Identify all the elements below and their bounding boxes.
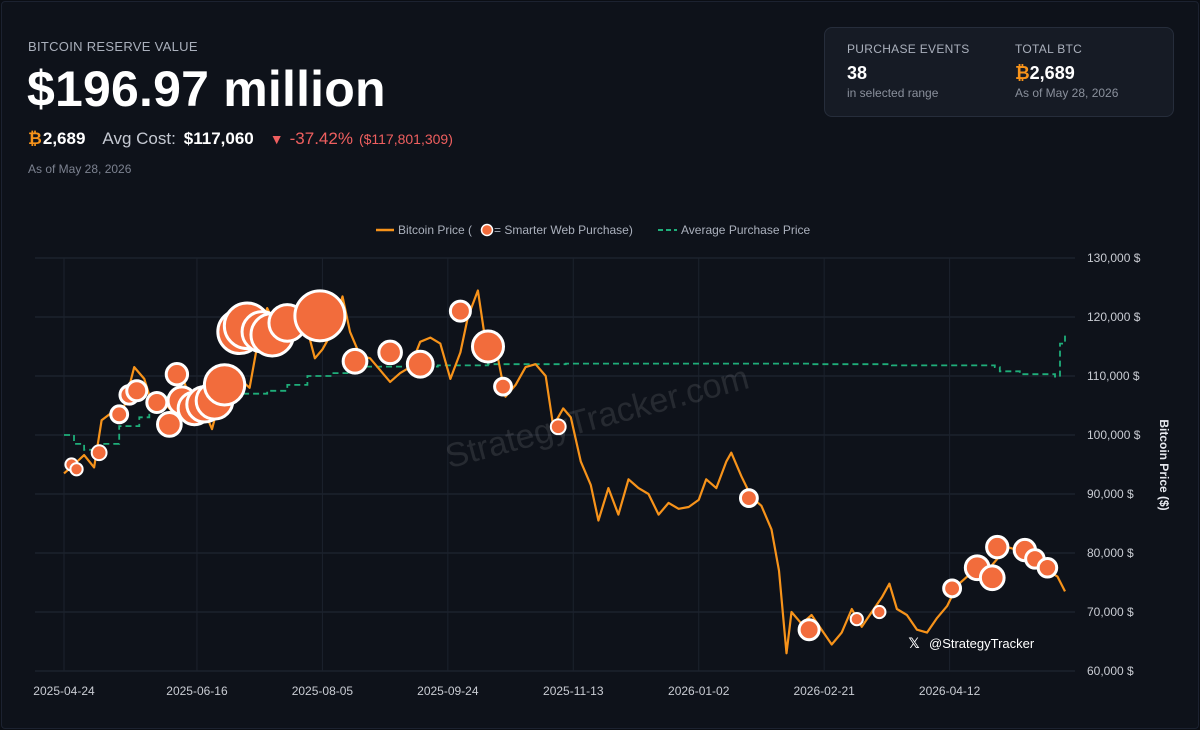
purchase-marker[interactable] — [493, 376, 513, 397]
summary-card: PURCHASE EVENTS 38 in selected range TOT… — [824, 27, 1174, 117]
purchase-events-label: PURCHASE EVENTS — [847, 42, 970, 56]
y-tick-label: 100,000 $ — [1087, 428, 1141, 442]
purchase-marker[interactable] — [156, 411, 183, 438]
x-tick-label: 2026-02-21 — [793, 684, 855, 698]
legend-price-label: Bitcoin Price ( — [398, 223, 472, 237]
x-logo-icon: 𝕏 — [908, 636, 919, 652]
y-tick-label: 80,000 $ — [1087, 546, 1134, 560]
total-btc-value: ₿2,689 — [1015, 63, 1118, 84]
purchase-marker[interactable] — [145, 391, 169, 415]
purchase-marker[interactable] — [90, 444, 108, 462]
purchase-marker[interactable] — [797, 618, 821, 642]
y-tick-label: 70,000 $ — [1087, 605, 1134, 619]
purchase-marker[interactable] — [849, 611, 864, 627]
avg-price-line — [64, 333, 1066, 451]
as-of-date: As of May 28, 2026 — [28, 162, 132, 176]
total-btc-sub: As of May 28, 2026 — [1015, 86, 1119, 100]
btc-price-series — [63, 289, 1066, 655]
purchase-marker[interactable] — [1036, 556, 1059, 579]
handle-badge: 𝕏 @StrategyTracker — [908, 636, 1034, 652]
x-tick-label: 2025-11-13 — [543, 684, 604, 698]
x-tick-label: 2025-08-05 — [292, 684, 354, 698]
purchase-events-stat: PURCHASE EVENTS 38 in selected range — [847, 42, 970, 100]
reserve-value: $196.97 million — [27, 61, 386, 117]
purchase-marker[interactable] — [377, 339, 403, 366]
x-tick-label: 2025-06-16 — [166, 684, 228, 698]
bitcoin-icon: ₿ — [28, 129, 42, 148]
purchase-marker[interactable] — [738, 488, 759, 509]
total-btc-stat: TOTAL BTC ₿2,689 As of May 28, 2026 — [1015, 42, 1118, 100]
avg-cost-value: $117,060 — [183, 129, 254, 148]
purchase-marker[interactable] — [293, 289, 347, 343]
purchase-marker[interactable] — [448, 299, 472, 323]
x-tick-label: 2025-09-24 — [417, 684, 479, 698]
handle-text: @StrategyTracker — [929, 636, 1035, 651]
legend-avg-label: Average Purchase Price — [681, 223, 811, 237]
down-arrow-icon: ▼ — [269, 131, 284, 147]
bitcoin-icon: ₿ — [1015, 63, 1030, 83]
y-tick-label: 60,000 $ — [1087, 664, 1134, 678]
purchase-events-value: 38 — [847, 63, 868, 83]
purchase-marker[interactable] — [341, 347, 369, 375]
x-tick-label: 2026-01-02 — [668, 684, 730, 698]
purchase-marker[interactable] — [549, 418, 567, 436]
purchase-marker[interactable] — [69, 462, 84, 477]
btc-price-line — [63, 289, 1066, 655]
purchase-marker[interactable] — [405, 349, 435, 379]
purchase-marker[interactable] — [125, 379, 149, 403]
y-tick-label: 110,000 $ — [1087, 369, 1140, 383]
purchase-marker[interactable] — [872, 604, 887, 620]
stats-row: ₿ 2,689 Avg Cost: $117,060 ▼ -37.42% ($1… — [28, 129, 453, 149]
btc-holdings: 2,689 — [42, 129, 86, 148]
change-percent: -37.42% — [289, 129, 353, 148]
y-axis-title: Bitcoin Price ($) — [1157, 419, 1171, 510]
purchase-marker[interactable] — [942, 578, 963, 599]
purchase-events-sub: in selected range — [847, 86, 939, 100]
chart-legend: Bitcoin Price ( = Smarter Web Purchase) A… — [376, 223, 811, 237]
avg-price-series — [64, 333, 1066, 451]
legend-marker-swatch — [480, 223, 494, 237]
total-btc-amount: 2,689 — [1029, 63, 1075, 83]
y-tick-label: 120,000 $ — [1087, 310, 1141, 324]
purchase-markers — [64, 289, 1059, 642]
x-tick-label: 2026-04-12 — [919, 684, 981, 698]
total-btc-label: TOTAL BTC — [1015, 42, 1083, 56]
purchase-marker[interactable] — [109, 404, 130, 425]
y-tick-label: 90,000 $ — [1087, 487, 1134, 501]
change-amount: ($117,801,309) — [358, 131, 453, 147]
axes: 60,000 $ 70,000 $ 80,000 $ 90,000 $ 100,000 … — [33, 251, 1171, 698]
purchase-marker[interactable] — [202, 363, 247, 407]
avg-cost-label: Avg Cost: — [102, 129, 176, 148]
grid-lines — [35, 257, 1075, 672]
x-tick-label: 2025-04-24 — [33, 684, 95, 698]
purchase-marker[interactable] — [985, 534, 1010, 560]
y-tick-label: 130,000 $ — [1087, 251, 1141, 265]
purchase-marker[interactable] — [470, 329, 506, 364]
reserve-label: BITCOIN RESERVE VALUE — [28, 39, 198, 54]
purchase-marker[interactable] — [978, 564, 1006, 592]
legend-marker-label: = Smarter Web Purchase) — [494, 223, 633, 237]
purchase-marker[interactable] — [164, 362, 190, 387]
